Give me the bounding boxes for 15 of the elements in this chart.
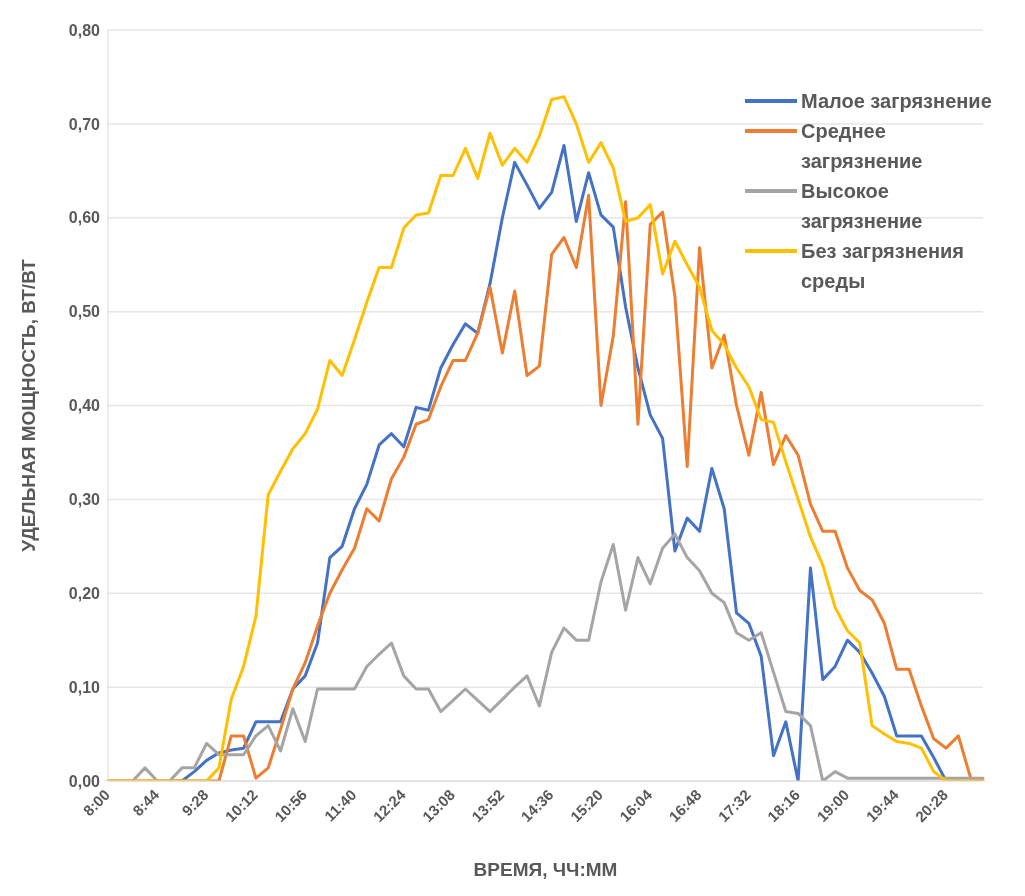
legend-label: Малое загрязнение [801,89,992,114]
y-tick-label: 0,10 [68,678,101,696]
x-axis-title: ВРЕМЯ, ЧЧ:ММ [473,859,618,880]
y-axis-title: УДЕЛЬНАЯ МОЩНОСТЬ, ВТ/ВТ [17,258,39,552]
legend-label: Без загрязнения среды [801,239,965,294]
y-tick-label: 0,50 [68,303,101,321]
y-tick-label: 0,80 [68,21,101,39]
y-tick-label: 0,20 [68,584,101,602]
legend-label: Высокое загрязнение [801,179,924,234]
y-tick-label: 0,00 [68,772,101,790]
y-tick-label: 0,70 [68,115,101,133]
legend-label: Среднее загрязнение [801,119,924,174]
y-tick-label: 0,60 [68,209,101,227]
y-tick-label: 0,40 [68,397,101,415]
y-tick-label: 0,30 [68,491,101,509]
